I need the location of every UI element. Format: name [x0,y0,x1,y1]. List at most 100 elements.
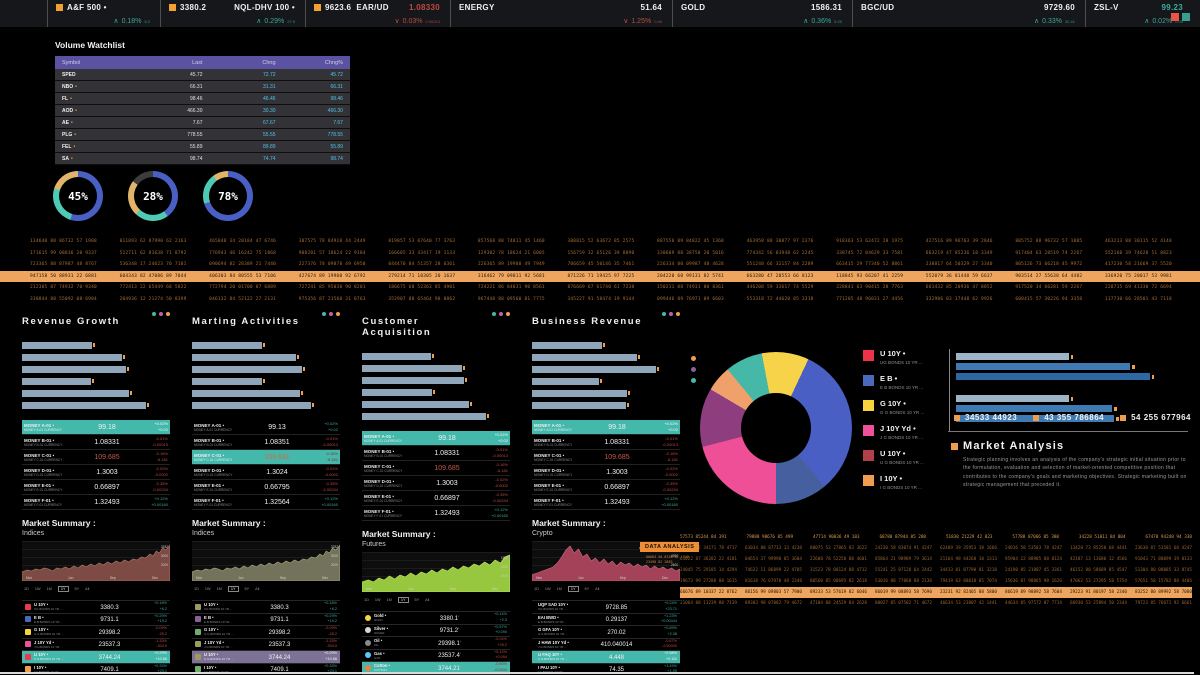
range-tab[interactable]: 1W [34,587,41,591]
range-tab[interactable]: 1Y [57,586,69,592]
range-tab[interactable]: 1D [364,598,369,602]
instrument-row[interactable]: EAI BWD • E B BONDS 10 YR ... 0.29137 +1… [532,612,680,626]
ticker-item[interactable]: ENERGY 51.64 ∨ 1.25% 0.66 [450,0,672,27]
currency-row[interactable]: MONEY F-01 • MONEY F-01 CURRENCY 1.32493… [532,495,680,510]
watchlist-column-header[interactable]: Chng [262,59,276,66]
range-tab[interactable]: 1W [544,587,551,591]
instrument-row[interactable]: Gold • GOLD 3380.1• +0.14% +2.3 [362,611,510,624]
ticker-item[interactable]: A&F 500 • ∧ 0.18% 6.2 [47,0,160,27]
watchlist-row[interactable]: PLG • 778.55 55.55 778.55 [55,129,350,141]
instrument-row[interactable]: U FAQ 10Y • U G BONDS 10 YR ... 4.448 +2… [532,650,680,663]
range-tab[interactable]: All [595,587,600,591]
currency-row[interactable]: MONEY B-01 • MONEY B-01 CURRENCY 1.08331… [532,435,680,450]
currency-row[interactable]: MONEY F-01 • MONEY F-01 CURRENCY 1.32564… [192,495,340,510]
market-summary-type[interactable]: Futures [362,541,386,548]
range-tab[interactable]: 1D [24,587,29,591]
currency-row[interactable]: MONEY D-01 • MONEY D-01 CURRENCY 1.3003 … [22,465,170,480]
currency-row[interactable]: MONEY E-01 • MONEY E-01 CURRENCY 0.66795… [192,480,340,495]
market-summary-type[interactable]: Indices [192,530,215,537]
instrument-row[interactable]: I 10Y • I G BONDS 10 YR ... 7409.1 +0.33… [22,662,170,675]
ticker-item[interactable]: BGC/UD 9729.60 ∧ 0.33% 32.41 [852,0,1085,27]
currency-row[interactable]: MONEY C-01 • MONEY C-01 CURRENCY 109.685… [532,450,680,465]
currency-row[interactable]: MONEY E-01 • MONEY E-01 CURRENCY 0.66897… [532,480,680,495]
instrument-row[interactable]: U 10Y • U G BONDS 10 YR ... 3744.24 +0.2… [22,650,170,663]
legend-item[interactable]: J 10Y Yd • J G BONDS 10 YR ... [863,424,924,440]
panel-menu[interactable] [322,312,340,316]
watchlist-row[interactable]: AE • 7.67 67.67 7.67 [55,117,350,129]
range-tab[interactable]: 5Y [244,587,250,591]
range-tab[interactable]: 1Y [397,597,409,603]
currency-row[interactable]: MONEY A-01 • MONEY A-01 CURRENCY 99.18 +… [362,431,510,446]
legend-item[interactable]: G 10Y • G G BONDS 10 YR ... [863,399,924,415]
currency-row[interactable]: MONEY A-01 • MONEY A-01 CURRENCY 99.18 +… [22,420,170,435]
instrument-row[interactable]: G 10Y • G G BONDS 10 YR ... 29398.2 -0.0… [192,625,340,638]
currency-row[interactable]: MONEY B-01 • MONEY B-01 CURRENCY 1.08331… [362,446,510,461]
instrument-row[interactable]: Gas • GAS 23537.4• +5.12% +0.094 [362,648,510,662]
instrument-row[interactable]: I 10Y • I G BONDS 10 YR ... 7409.1 +0.33… [192,662,340,675]
instrument-row[interactable]: G 10Y • G G BONDS 10 YR ... 29398.2 -0.0… [22,625,170,638]
instrument-row[interactable]: E B • E B BONDS 10 YR ... 9731.1 +0.29% … [22,612,170,626]
instrument-row[interactable]: E B • E B BONDS 10 YR ... 9731.1 +0.29% … [192,612,340,626]
currency-row[interactable]: MONEY A-01 • MONEY A-01 CURRENCY 99.13 +… [192,420,340,435]
range-tab[interactable]: 1Y [227,586,239,592]
currency-row[interactable]: MONEY C-01 • MONEY C-01 CURRENCY 109.685… [362,461,510,476]
instrument-row[interactable]: Silver • SILVER 9731.2• +0.57% +0.090 [362,623,510,637]
instrument-row[interactable]: Oil • OIL 29398.1• -0.04% +25.2 [362,636,510,649]
range-tab[interactable]: 1M [46,587,52,591]
currency-row[interactable]: MONEY A-01 • MONEY A-01 CURRENCY 99.18 +… [532,420,680,435]
watchlist-row[interactable]: SA • 98.74 74.74 98.74 [55,153,350,165]
currency-row[interactable]: MONEY B-01 • MONEY B-01 CURRENCY 1.08351… [192,435,340,450]
instrument-row[interactable]: U 10Y • UG BONDS 10 YR ... 3380.3 +0.18%… [22,600,170,613]
legend-item[interactable]: E B • E B BONDS 10 YR ... [863,374,924,390]
market-summary-type[interactable]: Crypto [532,530,553,537]
instrument-row[interactable]: J 10Y Yd • J G BONDS 10 YR ... 23537.3 -… [192,637,340,651]
range-tab[interactable]: 5Y [414,598,420,602]
instrument-row[interactable]: I PAU 10Y • I G BONDS 10 YR ... 74.35 +1… [532,662,680,675]
currency-row[interactable]: MONEY E-01 • MONEY E-01 CURRENCY 0.66897… [22,480,170,495]
currency-row[interactable]: MONEY D-01 • MONEY D-01 CURRENCY 1.3003 … [362,476,510,491]
currency-row[interactable]: MONEY F-01 • MONEY F-01 CURRENCY 1.32493… [22,495,170,510]
legend-item[interactable]: U 10Y • U G BONDS 10 YR ... [863,449,924,465]
data-analysis-label[interactable]: DATA ANALYSIS [638,542,700,552]
range-tab[interactable]: All [85,587,90,591]
watchlist-column-header[interactable]: Chng% [324,59,343,66]
ticker-item[interactable]: ZSL-V 99.23 ∧ 0.02% 0.05 [1085,0,1193,27]
market-summary-type[interactable]: Indices [22,530,45,537]
instrument-row[interactable]: U 10Y • UG BONDS 10 YR ... 3380.3 +0.18%… [192,600,340,613]
instrument-row[interactable]: J HAW 10Y Yd • J G BONDS 10 YR ... 410.0… [532,637,680,651]
range-tab[interactable]: 1D [194,587,199,591]
range-tab[interactable]: 1W [204,587,211,591]
instrument-row[interactable]: U 10Y • U G BONDS 10 YR ... 3744.24 +0.2… [192,650,340,663]
panel-menu[interactable] [152,312,170,316]
watchlist-column-header[interactable]: Last [192,59,203,66]
range-tab[interactable]: 1W [374,598,381,602]
currency-row[interactable]: MONEY F-01 • MONEY F-01 CURRENCY 1.32493… [362,506,510,521]
watchlist-row[interactable]: SPED 45.72 72.72 45.72 [55,69,350,81]
ticker-item[interactable]: GOLD 1586.31 ∧ 0.36% 5.20 [672,0,852,27]
range-tab[interactable]: 1M [386,598,392,602]
ticker-item[interactable]: 3380.2 NQL-DHV 100 • ∧ 0.29% 27.9 [160,0,305,27]
watchlist-row[interactable]: AOD • 466.30 30.30 466.30 [55,105,350,117]
currency-row[interactable]: MONEY B-01 • MONEY B-01 CURRENCY 1.08331… [22,435,170,450]
panel-menu[interactable] [662,312,680,316]
range-tab[interactable]: 1Y [567,586,579,592]
range-tab[interactable]: 5Y [584,587,590,591]
instrument-row[interactable]: Cotton • COTTON 3744.21• -0.50% -0.0034 [362,661,510,674]
instrument-row[interactable]: G GFA 10Y • G G BONDS 10 YR ... 270.02 +… [532,625,680,638]
currency-row[interactable]: MONEY C-01 • MONEY C-01 CURRENCY 109.631… [192,450,340,465]
currency-row[interactable]: MONEY E-01 • MONEY E-01 CURRENCY 0.66897… [362,491,510,506]
watchlist-row[interactable]: FL • 98.46 46.46 98.46 [55,93,350,105]
legend-item[interactable]: I 10Y • I G BONDS 10 YR ... [863,474,924,490]
range-tab[interactable]: 1M [556,587,562,591]
ticker-item[interactable]: 9623.6 EAR/UD 1.08330 ∨ 0.03% 0.00013 [305,0,450,27]
watchlist-row[interactable]: NBO • 66.31 31.31 66.31 [55,81,350,93]
range-tab[interactable]: 1M [216,587,222,591]
range-tab[interactable]: 1D [534,587,539,591]
watchlist-row[interactable]: FEL • 55.89 89.89 55.89 [55,141,350,153]
range-tab[interactable]: All [255,587,260,591]
panel-menu[interactable] [492,312,510,316]
donut-menu-dots[interactable] [691,356,696,383]
range-tab[interactable]: All [425,598,430,602]
legend-item[interactable]: U 10Y • UG BONDS 10 YR ... [863,349,924,365]
currency-row[interactable]: MONEY D-01 • MONEY D-01 CURRENCY 1.3024 … [192,465,340,480]
